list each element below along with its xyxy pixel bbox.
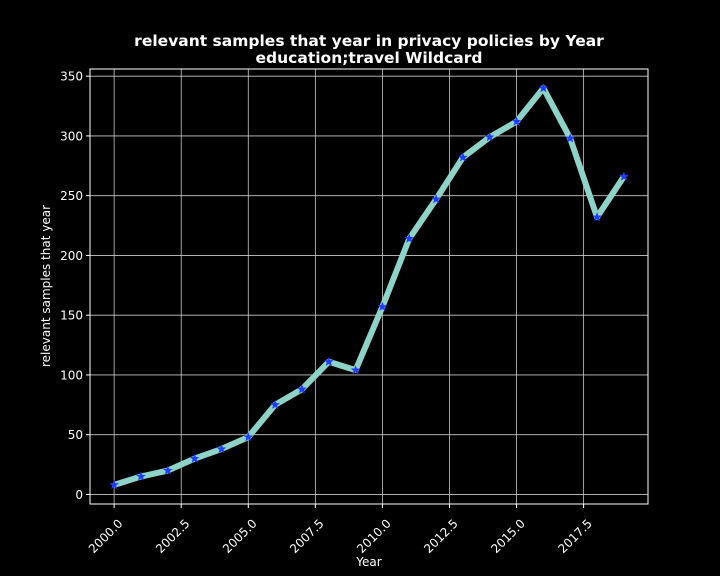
data-point — [484, 132, 495, 142]
data-point — [350, 365, 361, 375]
y-tick-label: 150 — [60, 309, 83, 323]
data-point — [377, 301, 388, 311]
data-point — [270, 399, 280, 409]
chart-subtitle: education;travel Wildcard — [256, 49, 483, 67]
data-point — [592, 212, 602, 222]
y-axis-label: relevant samples that year — [39, 205, 53, 367]
x-tick-label: 2005.0 — [220, 516, 260, 556]
y-tick-label: 0 — [75, 488, 83, 502]
data-point — [404, 233, 415, 243]
data-point — [297, 384, 307, 394]
data-point — [163, 465, 173, 475]
data-point — [565, 133, 575, 143]
data-point — [243, 432, 254, 442]
x-tick-label: 2010.0 — [354, 516, 394, 556]
series-layer — [109, 83, 629, 489]
x-tick-label: 2012.5 — [421, 516, 461, 556]
y-tick-label: 350 — [60, 70, 83, 84]
y-tick-label: 100 — [60, 368, 83, 382]
x-axis-label: Year — [355, 555, 381, 569]
y-tick-label: 250 — [60, 189, 83, 203]
data-point — [189, 453, 200, 463]
data-point — [619, 171, 629, 181]
data-point — [109, 479, 119, 489]
grid-lines — [90, 69, 648, 504]
x-tick-label: 2007.5 — [287, 516, 327, 556]
chart-title: relevant samples that year in privacy po… — [134, 32, 604, 50]
x-tick-label: 2000.0 — [86, 516, 126, 556]
plot-frame — [89, 68, 649, 505]
y-tick-label: 300 — [60, 129, 83, 143]
x-axis: 2000.0 2002.5 2005.0 2007.5 2010.0 2012.5 2015… — [86, 504, 595, 556]
series-line — [113, 85, 627, 488]
y-axis: 0 50 100 150 200 250 300 350 — [60, 70, 90, 502]
data-point — [538, 83, 549, 93]
data-point — [323, 356, 334, 366]
data-point — [431, 194, 441, 204]
x-tick-label: 2017.5 — [555, 516, 595, 556]
data-point — [511, 116, 522, 126]
data-point — [216, 443, 227, 454]
data-point — [136, 471, 146, 481]
y-tick-label: 200 — [60, 249, 83, 263]
y-tick-label: 50 — [68, 428, 83, 442]
x-tick-label: 2002.5 — [153, 516, 193, 556]
x-tick-label: 2015.0 — [488, 516, 528, 556]
data-point — [458, 152, 468, 162]
